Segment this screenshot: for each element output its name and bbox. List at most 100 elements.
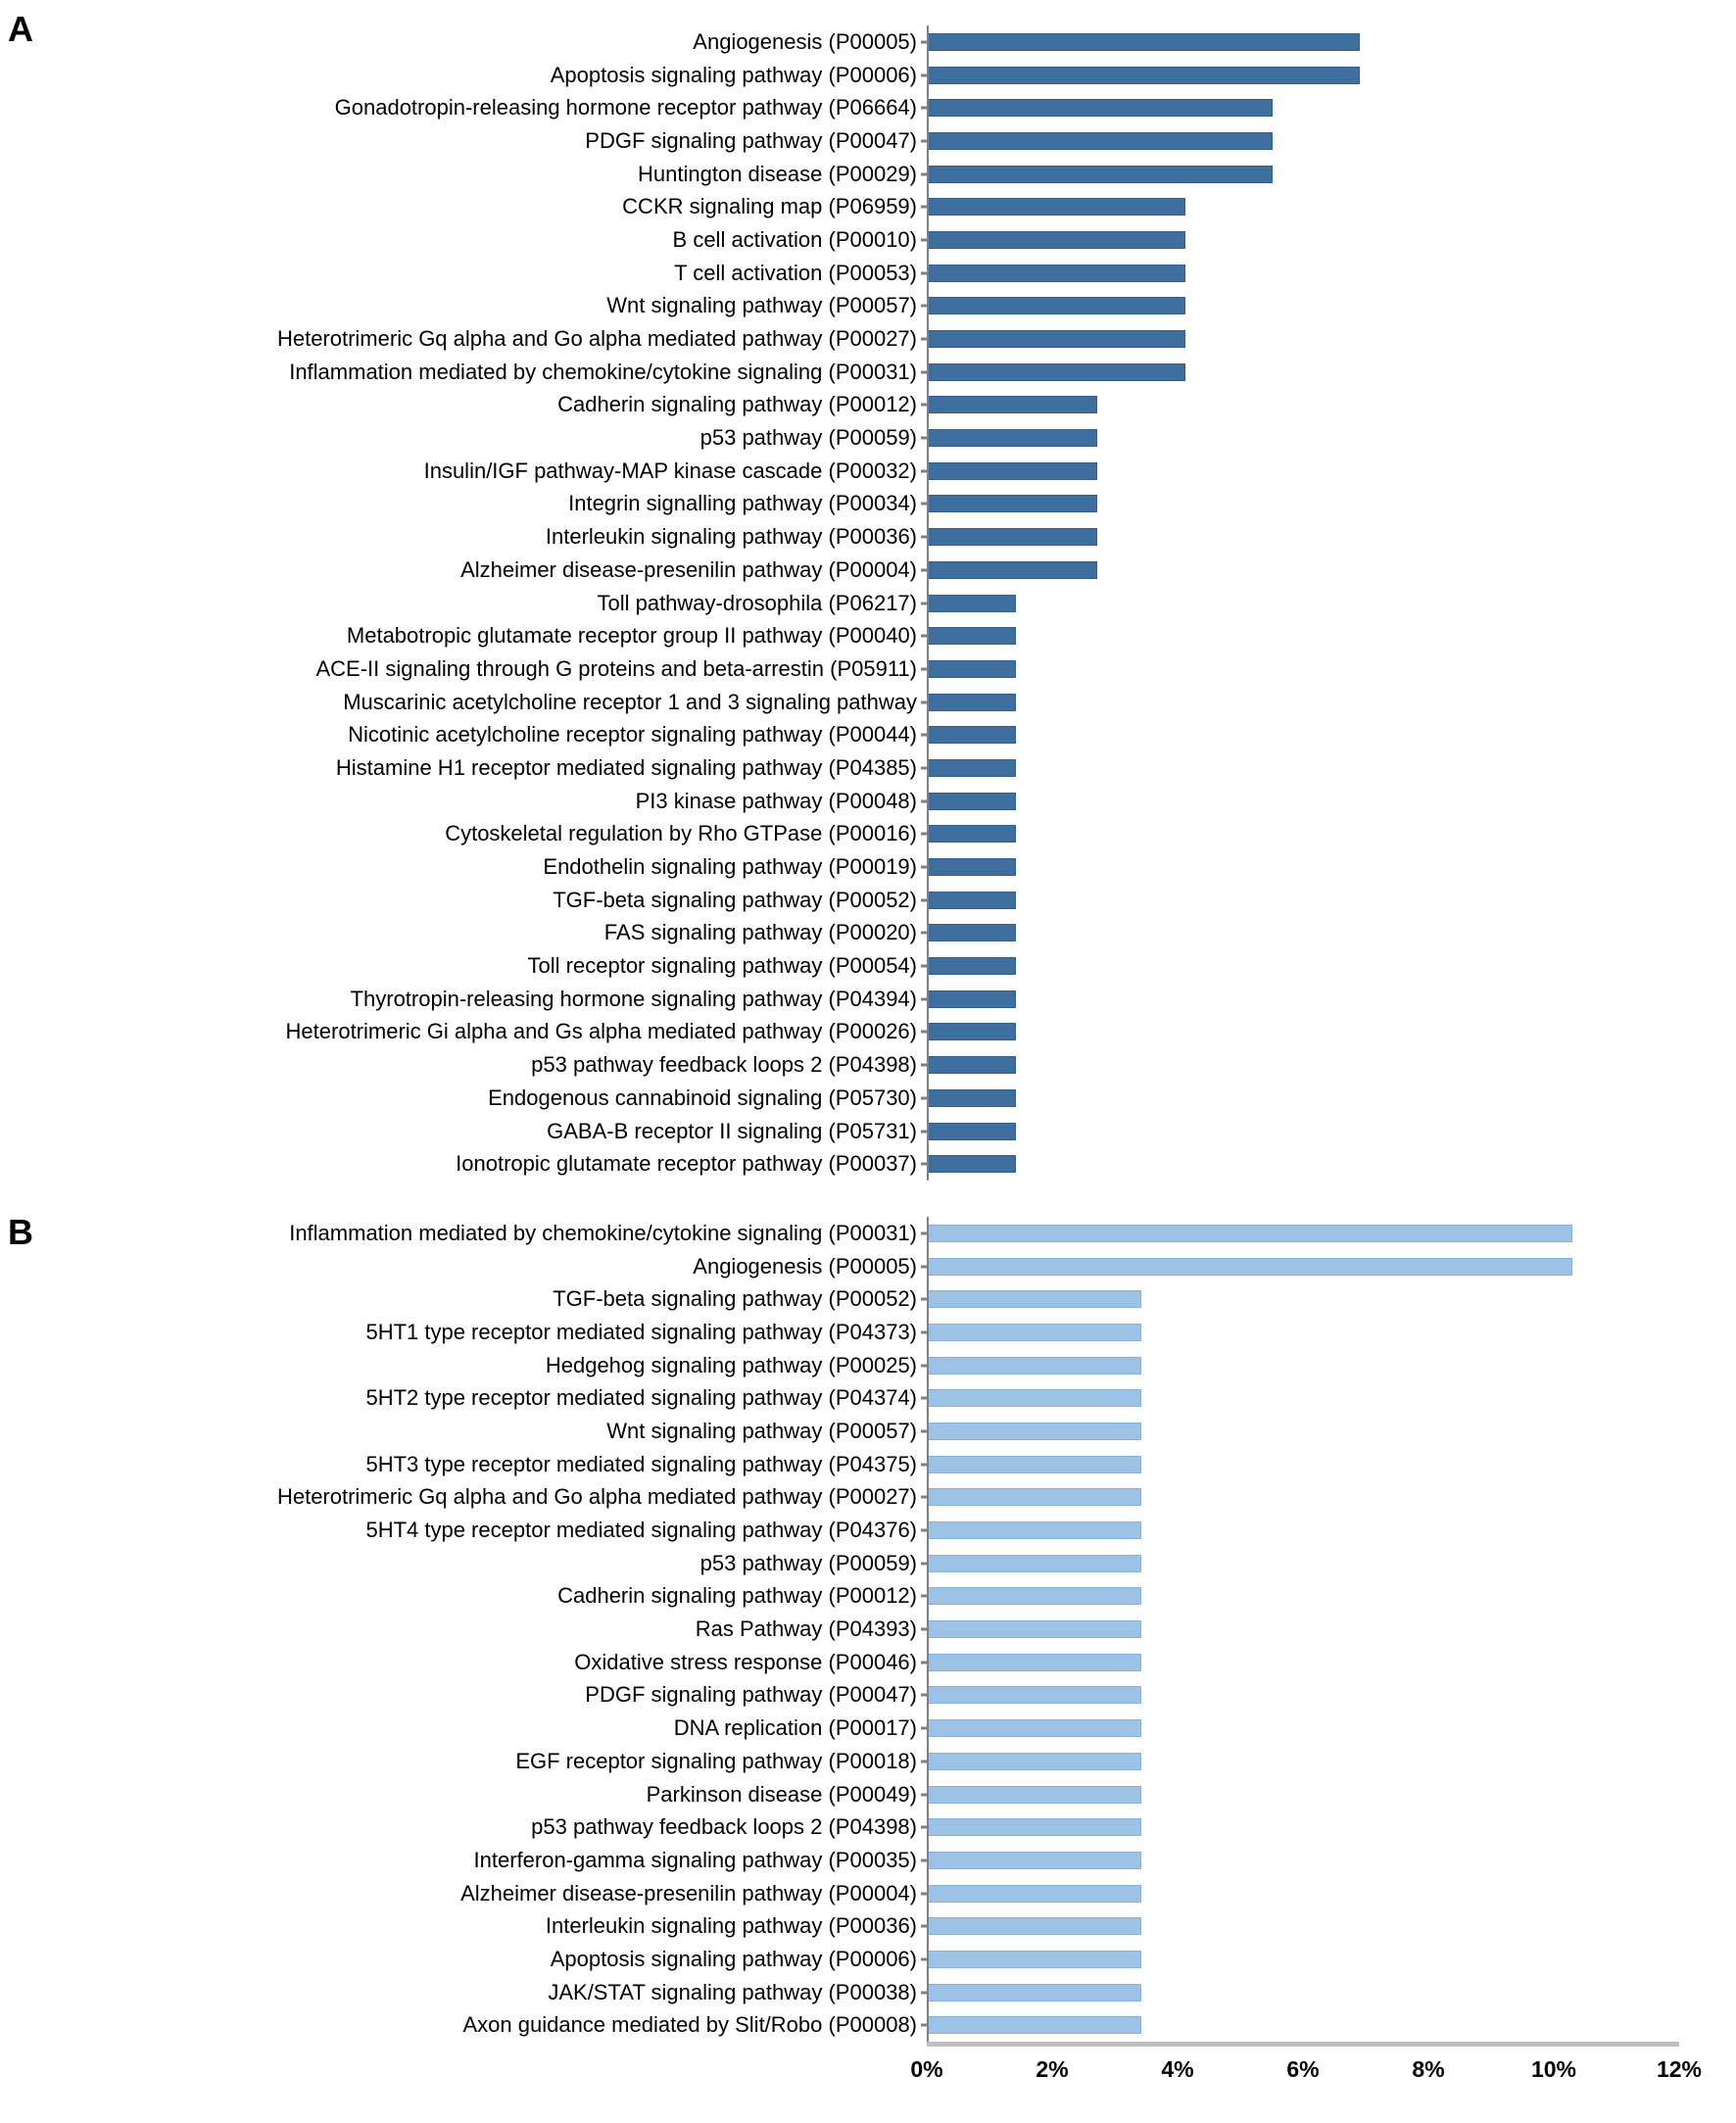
category-label: p53 pathway feedback loops 2 (P04398)	[531, 1052, 917, 1078]
category-label: Inflammation mediated by chemokine/cytok…	[289, 359, 917, 384]
value-bar	[929, 165, 1274, 183]
category-label: PDGF signaling pathway (P00047)	[585, 1682, 917, 1708]
bar-row: Interferon-gamma signaling pathway (P000…	[0, 1844, 1736, 1877]
value-bar	[929, 1719, 1142, 1738]
value-bar	[929, 693, 1017, 711]
bar-row: Endothelin signaling pathway (P00019)	[0, 850, 1736, 884]
category-label: Metabotropic glutamate receptor group II…	[346, 623, 917, 649]
value-bar	[929, 1521, 1142, 1540]
category-label: EGF receptor signaling pathway (P00018)	[515, 1748, 917, 1773]
category-label: Interleukin signaling pathway (P00036)	[545, 1913, 917, 1939]
category-label: Endothelin signaling pathway (P00019)	[543, 854, 917, 880]
value-bar	[929, 1389, 1142, 1408]
value-bar	[929, 1290, 1142, 1309]
value-bar	[929, 1950, 1142, 1968]
plot-area	[927, 91, 1679, 125]
category-label: Thyrotropin-releasing hormone signaling …	[350, 986, 917, 1011]
category-label: Insulin/IGF pathway-MAP kinase cascade (…	[423, 458, 917, 483]
plot-area	[927, 652, 1679, 686]
bar-row: Cadherin signaling pathway (P00012)	[0, 388, 1736, 422]
value-bar	[929, 131, 1274, 150]
bar-row: Heterotrimeric Gi alpha and Gs alpha med…	[0, 1015, 1736, 1049]
plot-area	[927, 1645, 1679, 1679]
category-label: DNA replication (P00017)	[673, 1715, 917, 1741]
category-label: T cell activation (P00053)	[674, 260, 917, 285]
category-label: Gonadotropin-releasing hormone receptor …	[334, 95, 917, 121]
value-bar	[929, 32, 1361, 51]
bar-row: GABA-B receptor II signaling (P05731)	[0, 1114, 1736, 1148]
category-label: 5HT2 type receptor mediated signaling pa…	[365, 1385, 917, 1411]
value-bar	[929, 362, 1185, 381]
plot-area	[927, 685, 1679, 719]
value-bar	[929, 560, 1098, 579]
value-bar	[929, 627, 1017, 646]
plot-area	[927, 1777, 1679, 1811]
value-bar	[929, 1455, 1142, 1473]
bar-row: p53 pathway feedback loops 2 (P04398)	[0, 1810, 1736, 1845]
bar-row: Heterotrimeric Gq alpha and Go alpha med…	[0, 1480, 1736, 1515]
bar-row: Angiogenesis (P00005)	[0, 25, 1736, 59]
plot-area	[927, 190, 1679, 224]
value-bar	[929, 396, 1098, 414]
plot-area	[927, 1316, 1679, 1349]
value-bar	[929, 924, 1017, 942]
value-bar	[929, 297, 1185, 315]
bar-row: Cytoskeletal regulation by Rho GTPase (P…	[0, 817, 1736, 851]
value-bar	[929, 1752, 1142, 1770]
bar-row: 5HT2 type receptor mediated signaling pa…	[0, 1381, 1736, 1416]
bar-row: TGF-beta signaling pathway (P00052)	[0, 1282, 1736, 1317]
bar-row: 5HT1 type receptor mediated signaling pa…	[0, 1316, 1736, 1349]
bar-row: Nicotinic acetylcholine receptor signali…	[0, 718, 1736, 752]
bar-row: Wnt signaling pathway (P00057)	[0, 289, 1736, 323]
value-bar	[929, 1122, 1017, 1140]
bar-row: Toll receptor signaling pathway (P00054)	[0, 949, 1736, 983]
value-bar	[929, 659, 1017, 678]
plot-area	[927, 1082, 1679, 1115]
category-label: B cell activation (P00010)	[672, 226, 917, 252]
bar-row: Insulin/IGF pathway-MAP kinase cascade (…	[0, 454, 1736, 488]
category-label: CCKR signaling map (P06959)	[622, 194, 917, 219]
bar-row: Thyrotropin-releasing hormone signaling …	[0, 982, 1736, 1016]
category-label: Axon guidance mediated by Slit/Robo (P00…	[462, 2012, 917, 2038]
category-label: TGF-beta signaling pathway (P00052)	[553, 887, 917, 912]
value-bar	[929, 1917, 1142, 1936]
plot-area	[927, 1282, 1679, 1317]
category-label: Cadherin signaling pathway (P00012)	[557, 1583, 917, 1609]
plot-area	[927, 322, 1679, 356]
value-bar	[929, 429, 1098, 448]
bar-row: Hedgehog signaling pathway (P00025)	[0, 1348, 1736, 1382]
value-bar	[929, 1653, 1142, 1671]
bar-row: JAK/STAT signaling pathway (P00038)	[0, 1975, 1736, 2009]
value-bar	[929, 726, 1017, 745]
value-bar	[929, 1056, 1017, 1075]
category-label: Ras Pathway (P04393)	[695, 1616, 917, 1642]
value-bar	[929, 1224, 1573, 1242]
value-bar	[929, 1851, 1142, 1869]
value-bar	[929, 1620, 1142, 1639]
category-label: ACE-II signaling through G proteins and …	[315, 655, 918, 681]
x-tick-label: 0%	[910, 2056, 943, 2083]
plot-area	[927, 454, 1679, 488]
value-bar	[929, 1323, 1142, 1341]
panel-b-letter: B	[8, 1212, 33, 1252]
plot-area	[927, 1114, 1679, 1148]
bar-row: Ionotropic glutamate receptor pathway (P…	[0, 1147, 1736, 1182]
bar-row: Wnt signaling pathway (P00057)	[0, 1415, 1736, 1448]
value-bar	[929, 891, 1017, 909]
bar-row: Histamine H1 receptor mediated signaling…	[0, 751, 1736, 785]
bar-row: TGF-beta signaling pathway (P00052)	[0, 883, 1736, 917]
category-label: Alzheimer disease-presenilin pathway (P0…	[460, 1880, 917, 1906]
plot-area	[927, 58, 1679, 92]
bar-row: Parkinson disease (P00049)	[0, 1777, 1736, 1811]
category-label: Parkinson disease (P00049)	[646, 1781, 917, 1807]
bar-row: Ras Pathway (P04393)	[0, 1613, 1736, 1646]
category-label: Heterotrimeric Gq alpha and Go alpha med…	[276, 326, 917, 352]
plot-area	[927, 1613, 1679, 1646]
bar-row: p53 pathway (P00059)	[0, 421, 1736, 455]
plot-area	[927, 25, 1679, 59]
category-label: TGF-beta signaling pathway (P00052)	[553, 1286, 917, 1312]
plot-area	[927, 520, 1679, 554]
plot-area	[927, 1381, 1679, 1416]
category-label: Heterotrimeric Gi alpha and Gs alpha med…	[285, 1019, 917, 1044]
category-label: p53 pathway feedback loops 2 (P04398)	[531, 1814, 917, 1840]
